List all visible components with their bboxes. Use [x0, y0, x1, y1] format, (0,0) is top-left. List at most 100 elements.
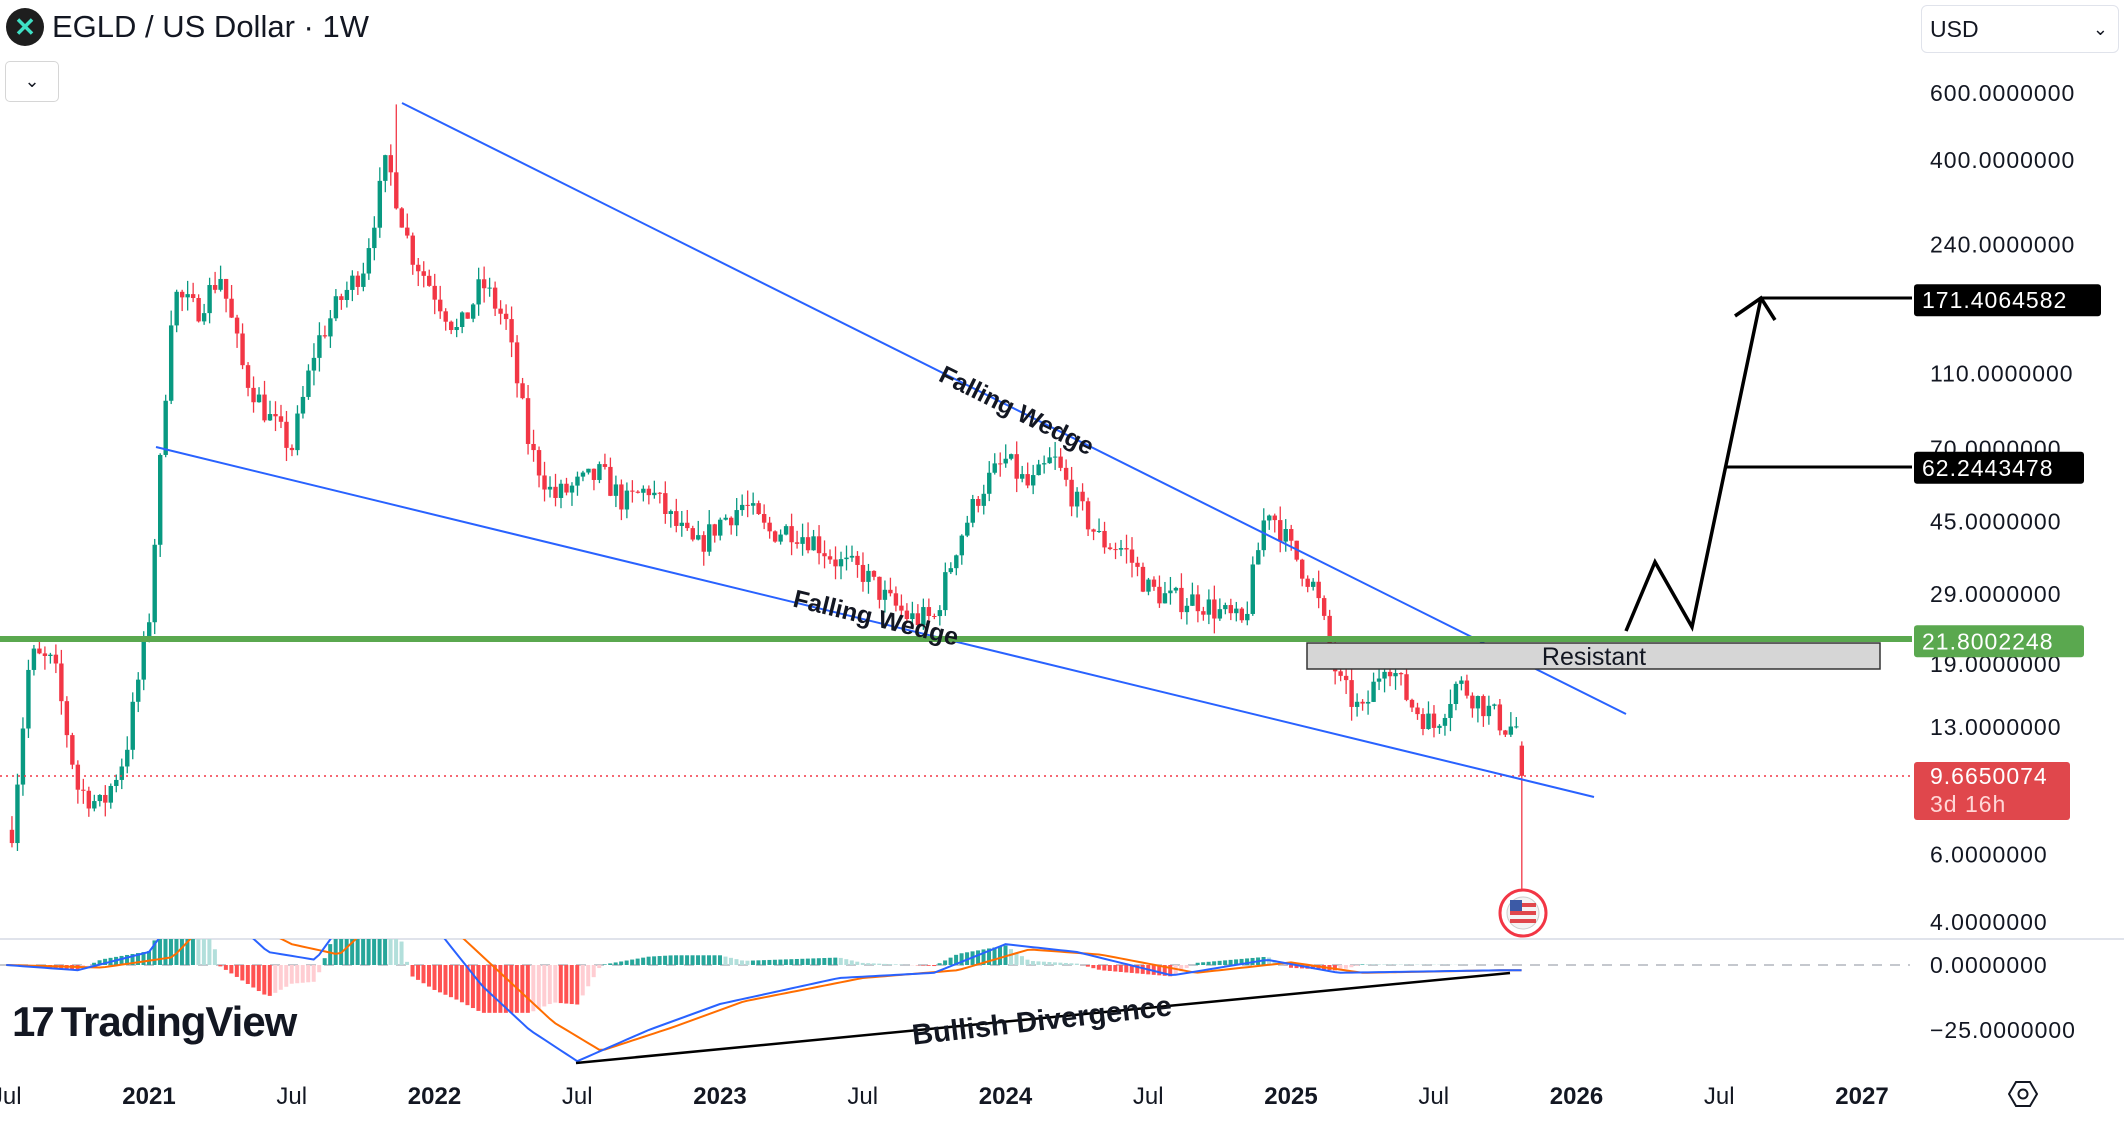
- macd-histogram-bar: [542, 965, 547, 1007]
- macd-histogram-bar: [394, 939, 399, 965]
- resistance-box[interactable]: [1306, 642, 1881, 670]
- macd-histogram-bar: [1008, 949, 1013, 965]
- macd-histogram-bar: [750, 960, 755, 965]
- macd-histogram-bar: [838, 957, 843, 965]
- settings-icon[interactable]: [2008, 1080, 2038, 1108]
- candle-down: [663, 493, 668, 514]
- candle-down: [915, 613, 921, 626]
- price-axis-tick: 240.0000000: [1930, 232, 2075, 258]
- macd-histogram-bar: [470, 965, 475, 1009]
- candle-down: [976, 499, 981, 506]
- macd-histogram-bar: [893, 964, 898, 965]
- macd-histogram-bar: [591, 965, 596, 978]
- candle-down: [1343, 675, 1349, 681]
- candle-down: [1464, 680, 1470, 696]
- candle-up: [125, 749, 130, 767]
- macd-histogram-bar: [103, 958, 108, 965]
- candle-up: [1162, 593, 1168, 604]
- candle-down: [1481, 696, 1486, 717]
- currency-select[interactable]: USD ⌄: [1921, 5, 2119, 53]
- macd-histogram-bar: [739, 960, 744, 965]
- time-axis-tick: 2027: [1835, 1083, 1888, 1110]
- macd-histogram-bar: [481, 965, 486, 1013]
- collapse-legend-button[interactable]: ⌄: [5, 61, 59, 102]
- time-axis-tick: Jul: [276, 1083, 307, 1110]
- macd-histogram-bar: [1041, 961, 1046, 965]
- macd-histogram-bar: [92, 962, 97, 965]
- candle-up: [1354, 701, 1360, 707]
- candle-up: [569, 485, 575, 493]
- macd-histogram-bar: [855, 961, 860, 965]
- macd-histogram-bar: [1343, 965, 1348, 969]
- bullish-divergence-line[interactable]: [575, 971, 1511, 1065]
- macd-histogram-bar: [987, 948, 992, 965]
- macd-histogram-bar: [355, 939, 360, 965]
- candle-up: [487, 287, 492, 289]
- candle-down: [761, 514, 767, 523]
- candle-down: [339, 296, 344, 300]
- macd-histogram-bar: [1091, 965, 1096, 969]
- candle-up: [624, 490, 630, 510]
- time-axis-tick: Jul: [1418, 1083, 1449, 1110]
- candle-down: [196, 298, 201, 322]
- candle-down: [427, 275, 432, 286]
- macd-histogram-bar: [240, 965, 245, 981]
- currency-value: USD: [1930, 15, 1979, 42]
- candle-down: [536, 450, 542, 476]
- candle-up: [383, 155, 388, 181]
- macd-histogram-bar: [465, 965, 470, 1006]
- candle-up: [597, 464, 602, 480]
- candle-up: [1442, 717, 1448, 726]
- candle-up: [1256, 550, 1261, 565]
- macd-histogram-bar: [1223, 960, 1228, 965]
- us-flag-icon[interactable]: [1498, 888, 1548, 938]
- time-axis-tick: 2022: [408, 1083, 461, 1110]
- macd-histogram-bar: [613, 962, 618, 965]
- candle-up: [136, 679, 141, 702]
- projection-path[interactable]: [1624, 297, 1763, 632]
- macd-histogram-bar: [163, 939, 168, 965]
- macd-histogram-bar: [1019, 956, 1024, 965]
- macd-histogram-bar: [888, 964, 893, 965]
- candle-down: [1069, 479, 1074, 507]
- macd-histogram-bar: [1217, 960, 1222, 965]
- candle-down: [1212, 599, 1217, 619]
- macd-histogram-bar: [685, 955, 690, 965]
- upper-wedge-trendline[interactable]: [401, 102, 1627, 715]
- candle-up: [1250, 564, 1255, 614]
- candle-down: [827, 556, 833, 560]
- lower-wedge-trendline[interactable]: [155, 446, 1595, 798]
- candle-up: [1184, 605, 1190, 613]
- candle-up: [97, 794, 103, 802]
- macd-histogram-bar: [185, 939, 190, 965]
- candle-up: [1009, 454, 1014, 459]
- candle-down: [1409, 699, 1415, 708]
- candle-down: [805, 537, 811, 551]
- macd-histogram-bar: [1030, 961, 1035, 965]
- tradingview-logo[interactable]: 17 TradingView: [12, 998, 297, 1046]
- macd-histogram-bar: [361, 939, 366, 965]
- candle-up: [1393, 673, 1398, 677]
- macd-histogram-bar: [262, 965, 267, 995]
- macd-histogram-bar: [459, 965, 464, 1003]
- candle-down: [190, 294, 196, 299]
- macd-histogram-bar: [531, 965, 536, 1012]
- candle-up: [26, 669, 31, 729]
- candle-down: [855, 555, 860, 565]
- candle-up: [1118, 548, 1124, 550]
- macd-histogram-bar: [289, 965, 294, 984]
- candle-down: [503, 313, 509, 320]
- candle-up: [987, 472, 992, 494]
- candle-up: [734, 510, 739, 526]
- time-axis[interactable]: Jul 2021 Jul 2022 Jul 2023 Jul 2024 Jul 2025 Jul 20…: [0, 1083, 1889, 1110]
- candle-up: [1310, 581, 1316, 587]
- price-axis[interactable]: 600.0000000 400.0000000 240.0000000 110.000…: [1930, 80, 2076, 1043]
- time-axis-tick: Jul: [847, 1083, 878, 1110]
- macd-histogram-bar: [608, 963, 613, 965]
- chevron-down-icon: ⌄: [2092, 18, 2108, 39]
- candle-up: [948, 568, 954, 573]
- macd-histogram-bar: [1201, 962, 1206, 965]
- macd-histogram-bar: [492, 965, 497, 1013]
- candle-down: [1157, 586, 1162, 604]
